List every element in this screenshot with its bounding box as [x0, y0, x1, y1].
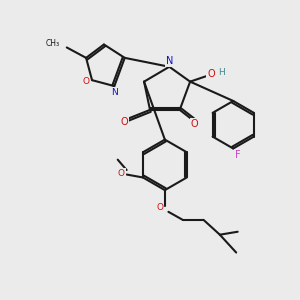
Text: N: N [111, 88, 118, 97]
Text: N: N [166, 56, 173, 66]
Text: CH₃: CH₃ [45, 38, 59, 47]
Text: H: H [219, 68, 225, 76]
Text: O: O [191, 119, 198, 129]
Text: O: O [207, 69, 215, 79]
Text: O: O [120, 117, 128, 128]
Text: F: F [235, 150, 241, 160]
Text: O: O [118, 169, 125, 178]
Text: O: O [82, 77, 89, 86]
Text: O: O [156, 203, 163, 212]
